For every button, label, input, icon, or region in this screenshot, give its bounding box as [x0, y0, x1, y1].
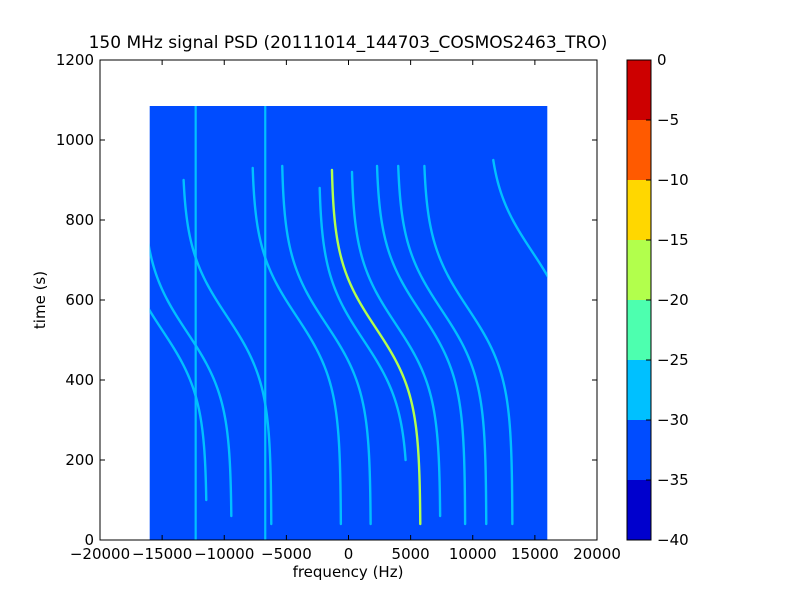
y-tick-label: 200 — [65, 451, 94, 469]
x-tick-label: 15000 — [511, 545, 559, 563]
doppler-track — [149, 243, 233, 518]
spectrogram-background — [149, 106, 548, 540]
signal-tracks — [149, 106, 548, 540]
colorbar-segment — [627, 360, 651, 420]
x-tick-label: 20000 — [573, 545, 621, 563]
doppler-track — [492, 158, 548, 278]
x-tick-label: −5000 — [261, 545, 312, 563]
doppler-track — [375, 164, 467, 526]
colorbar-segment — [627, 300, 651, 360]
x-tick-label: 0 — [344, 545, 354, 563]
doppler-track — [182, 178, 273, 526]
colorbar-tick-label: −5 — [657, 111, 679, 129]
doppler-track — [330, 168, 422, 526]
doppler-track — [318, 186, 407, 462]
doppler-track — [281, 164, 372, 526]
x-tick-label: 10000 — [449, 545, 497, 563]
colorbar-tick-label: −35 — [657, 471, 689, 489]
y-axis: 0 200 400 600 800 1000 1200 — [56, 51, 597, 549]
doppler-track — [350, 170, 442, 518]
colorbar-segment — [627, 480, 651, 540]
x-axis: −20000 −15000 −10000 −5000 0 5000 10000 15000 20… — [70, 60, 621, 563]
x-tick-label: 5000 — [392, 545, 430, 563]
y-tick-label: 0 — [84, 531, 94, 549]
colorbar-tick-label: −25 — [657, 351, 689, 369]
colorbar-segment — [627, 180, 651, 240]
y-tick-label: 800 — [65, 211, 94, 229]
colorbar-segment — [627, 240, 651, 300]
y-tick-label: 1200 — [56, 51, 94, 69]
x-axis-label: frequency (Hz) — [293, 563, 404, 581]
x-tick-label: −10000 — [194, 545, 254, 563]
doppler-track — [397, 164, 488, 526]
colorbar-tick-label: −40 — [657, 531, 689, 549]
colorbar-tick-label: −20 — [657, 291, 689, 309]
colorbar-segment — [627, 420, 651, 480]
colorbar-segment — [627, 120, 651, 180]
chart-title: 150 MHz signal PSD (20111014_144703_COSM… — [89, 33, 608, 53]
doppler-track — [149, 308, 208, 502]
spectrogram-layer — [149, 106, 548, 540]
y-tick-label: 400 — [65, 371, 94, 389]
doppler-track — [423, 164, 514, 526]
x-tick-label: −15000 — [132, 545, 192, 563]
colorbar-tick-label: 0 — [657, 51, 667, 69]
colorbar: −40 −35 −30 −25 −20 −15 −10 −5 0 — [626, 51, 689, 549]
y-axis-label: time (s) — [31, 271, 49, 329]
y-tick-label: 1000 — [56, 131, 94, 149]
colorbar-segment — [627, 60, 651, 120]
colorbar-tick-label: −30 — [657, 411, 689, 429]
doppler-track — [251, 166, 343, 526]
y-tick-label: 600 — [65, 291, 94, 309]
colorbar-tick-label: −10 — [657, 171, 689, 189]
x-tick-label: −20000 — [70, 545, 130, 563]
colorbar-tick-label: −15 — [657, 231, 689, 249]
plot-area: −20000 −15000 −10000 −5000 0 5000 10000 15000 20… — [56, 51, 621, 563]
